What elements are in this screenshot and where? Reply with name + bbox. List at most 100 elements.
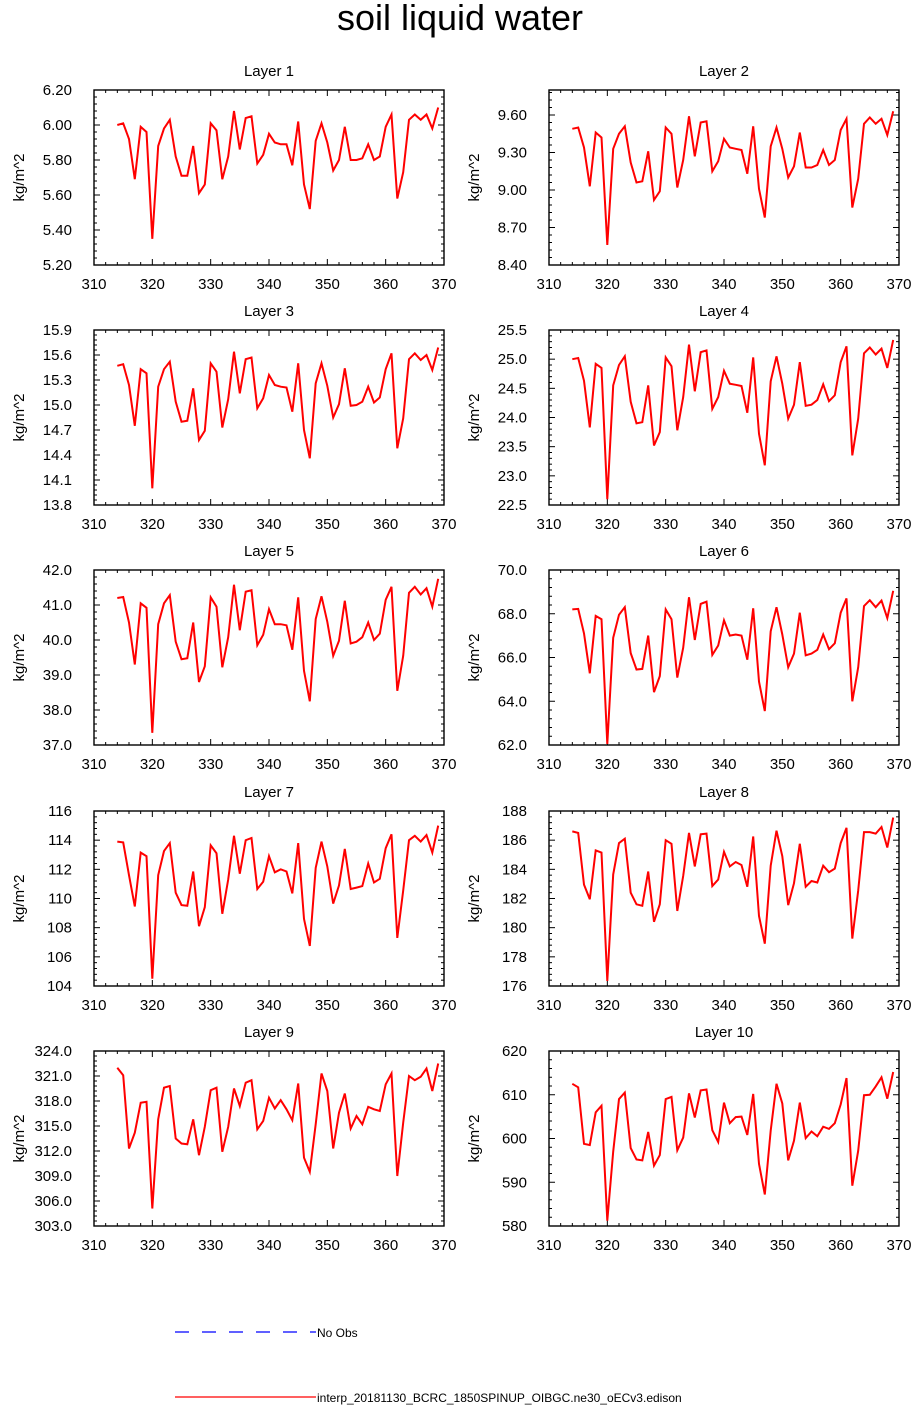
- x-tick-label: 340: [711, 997, 736, 1014]
- x-tick-label: 330: [198, 276, 223, 293]
- y-tick-label: 6.00: [43, 117, 72, 134]
- x-tick-label: 310: [536, 1237, 561, 1254]
- y-tick-label: 5.40: [43, 222, 72, 239]
- y-tick-label: 15.0: [43, 397, 72, 414]
- y-tick-label: 114: [48, 832, 72, 849]
- plot-frame-layer-2: [548, 89, 900, 266]
- x-tick-label: 330: [198, 1237, 223, 1254]
- y-tick-label: 318.0: [34, 1093, 72, 1110]
- y-tick-label: 309.0: [34, 1168, 72, 1185]
- y-tick-label: 176: [502, 978, 527, 995]
- x-tick-label: 350: [770, 997, 795, 1014]
- series-line-layer-9: [116, 1063, 440, 1209]
- x-tick-label: 370: [886, 997, 911, 1014]
- legend-model-label: interp_20181130_BCRC_1850SPINUP_OIBGC.ne…: [317, 1391, 682, 1405]
- y-axis-label-layer-5: kg/m^2: [11, 634, 28, 682]
- x-tick-label: 340: [711, 276, 736, 293]
- panel-title-layer-6: Layer 6: [699, 543, 749, 560]
- y-tick-label: 23.0: [498, 468, 527, 485]
- x-tick-label: 370: [431, 756, 456, 773]
- panel-title-layer-5: Layer 5: [244, 543, 294, 560]
- panel-title-layer-4: Layer 4: [699, 303, 749, 320]
- y-tick-label: 610: [502, 1087, 527, 1104]
- x-tick-label: 350: [770, 276, 795, 293]
- series-line-layer-5: [117, 578, 440, 733]
- panel-layer-3: Layer 3 kg/m^2 310 320 330 340 350 360 370 13.8 14…: [11, 303, 457, 533]
- series-line-layer-2: [572, 110, 895, 246]
- x-tick-label: 370: [431, 276, 456, 293]
- y-tick-label: 104: [47, 978, 72, 995]
- y-tick-label: 5.80: [43, 152, 72, 169]
- y-tick-label: 184: [502, 861, 527, 878]
- y-tick-label: 22.5: [498, 497, 527, 514]
- series-line-layer-1: [117, 107, 440, 239]
- y-tick-label: 180: [502, 920, 527, 937]
- y-tick-label: 315.0: [34, 1118, 72, 1135]
- y-tick-label: 15.3: [43, 372, 72, 389]
- x-tick-label: 350: [315, 997, 340, 1014]
- x-tick-label: 340: [256, 1237, 281, 1254]
- y-tick-label: 68.0: [498, 606, 527, 623]
- x-tick-label: 340: [256, 516, 281, 533]
- x-tick-label: 370: [431, 1237, 456, 1254]
- x-tick-label: 360: [828, 516, 853, 533]
- y-tick-label: 25.0: [498, 351, 527, 368]
- x-tick-label: 350: [770, 756, 795, 773]
- x-tick-label: 310: [536, 276, 561, 293]
- x-tick-label: 320: [140, 516, 165, 533]
- series-line-layer-4: [572, 339, 895, 500]
- y-tick-label: 66.0: [498, 650, 527, 667]
- x-tick-label: 330: [653, 756, 678, 773]
- panel-layer-5: Layer 5 kg/m^2 310 320 330 340 350 360 370 37.0 38…: [11, 543, 457, 773]
- y-tick-label: 23.5: [498, 439, 527, 456]
- panel-layer-10: Layer 10 kg/m^2 310 320 330 340 350 360 370 580 59…: [466, 1024, 912, 1254]
- y-tick-label: 9.00: [498, 182, 527, 199]
- y-tick-label: 37.0: [43, 737, 72, 754]
- series-line-layer-6: [572, 590, 895, 744]
- y-tick-label: 186: [502, 832, 527, 849]
- panel-title-layer-8: Layer 8: [699, 784, 749, 801]
- y-tick-label: 106: [47, 949, 72, 966]
- y-tick-label: 178: [502, 949, 527, 966]
- x-tick-label: 320: [595, 997, 620, 1014]
- x-tick-label: 310: [536, 756, 561, 773]
- y-tick-label: 580: [502, 1218, 527, 1235]
- x-tick-label: 320: [595, 756, 620, 773]
- x-tick-label: 320: [140, 997, 165, 1014]
- y-tick-label: 38.0: [43, 702, 72, 719]
- x-tick-label: 330: [198, 756, 223, 773]
- y-tick-label: 14.7: [43, 422, 72, 439]
- y-tick-label: 116: [48, 803, 72, 820]
- panel-layer-6: Layer 6 kg/m^2 310 320 330 340 350 360 370 62.0 64…: [466, 543, 912, 773]
- panel-title-layer-1: Layer 1: [244, 63, 294, 80]
- panel-layer-9: Layer 9 kg/m^2 310 320 330 340 350 360 370 303.0 3…: [11, 1024, 457, 1254]
- y-tick-label: 620: [502, 1043, 527, 1060]
- x-tick-label: 340: [256, 997, 281, 1014]
- y-tick-label: 5.20: [43, 257, 72, 274]
- y-tick-label: 25.5: [498, 322, 527, 339]
- y-tick-label: 188: [502, 803, 527, 820]
- x-tick-label: 340: [256, 276, 281, 293]
- x-tick-label: 360: [373, 997, 398, 1014]
- x-tick-label: 310: [536, 997, 561, 1014]
- x-tick-label: 330: [653, 1237, 678, 1254]
- x-tick-label: 310: [81, 276, 106, 293]
- x-tick-label: 370: [886, 756, 911, 773]
- x-tick-label: 360: [373, 276, 398, 293]
- x-tick-label: 320: [140, 276, 165, 293]
- y-axis-label-layer-9: kg/m^2: [11, 1115, 28, 1163]
- panel-layer-8: Layer 8 kg/m^2 310 320 330 340 350 360 370 176 178…: [466, 784, 912, 1014]
- y-tick-label: 8.40: [498, 257, 527, 274]
- x-tick-label: 360: [828, 1237, 853, 1254]
- x-tick-label: 370: [886, 516, 911, 533]
- x-tick-label: 340: [711, 1237, 736, 1254]
- x-tick-label: 350: [770, 1237, 795, 1254]
- x-tick-label: 330: [653, 516, 678, 533]
- y-tick-label: 112: [48, 861, 72, 878]
- x-tick-label: 310: [81, 516, 106, 533]
- y-tick-label: 306.0: [34, 1193, 72, 1210]
- panel-title-layer-3: Layer 3: [244, 303, 294, 320]
- x-tick-label: 310: [536, 516, 561, 533]
- panel-title-layer-9: Layer 9: [244, 1024, 294, 1041]
- y-tick-label: 324.0: [34, 1043, 72, 1060]
